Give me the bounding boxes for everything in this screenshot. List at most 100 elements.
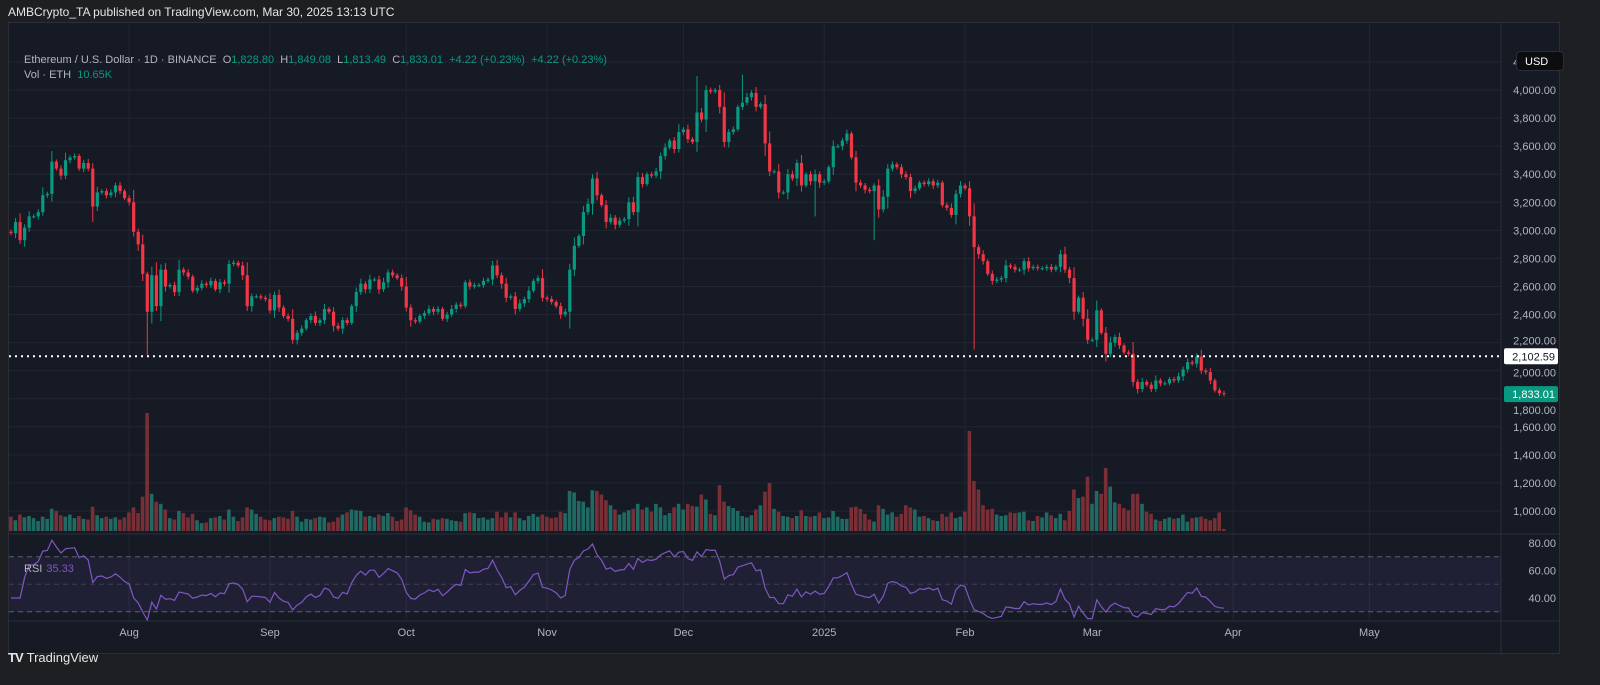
price-tick-label: 3,200.00 [1513,197,1556,209]
volume-bar [781,515,785,531]
candle-body [322,308,327,321]
candle-body [913,188,917,192]
tradingview-logo-icon: TV [8,650,24,665]
volume-bar [131,507,136,531]
candle-body [1090,339,1094,341]
candle-body [1117,337,1122,346]
candle-body [677,132,681,149]
candle-body [304,320,308,329]
candle-body [286,315,290,319]
volume-bar [867,519,872,531]
chart-panel[interactable]: 1,000.00 1,200.00 1,400.00 1,600.00 1,800.00… [8,22,1564,655]
candle-body [899,167,904,175]
candle-body [1131,353,1135,382]
volume-bar [1035,515,1040,531]
volume-bar [395,520,399,531]
candle-body [572,245,576,270]
candle-body [663,147,667,157]
candle-body [1063,254,1067,270]
volume-bar [122,517,127,531]
volume-bar [63,516,68,531]
candle-body [990,273,994,281]
volume-bar [585,507,590,531]
volume-bar [463,513,467,531]
volume-bar [903,505,908,531]
volume-bar [822,518,826,531]
volume-bar [908,507,913,531]
volume-bar [808,516,813,531]
volume-bar [499,517,504,531]
candle-body [618,220,622,225]
candle-body [281,307,286,316]
volume-bar [1062,520,1067,531]
rsi-tick-label: 60.00 [1528,566,1556,578]
volume-bar [1085,476,1090,531]
tradingview-footer[interactable]: TV TradingView [8,650,98,665]
candle-body [858,182,863,186]
rsi-tick-label: 40.00 [1528,593,1556,605]
volume-bar [922,515,926,531]
candle-body [463,282,467,307]
volume-bar [613,509,617,531]
volume-bar [672,507,676,531]
candle-body [622,219,626,221]
volume-bar [86,519,90,531]
rsi-value: 35.33 [46,563,74,575]
candle-body [1031,266,1035,269]
candle-body [854,157,858,183]
candle-body [277,294,281,308]
volume-bar [1031,520,1035,531]
candle-body [536,278,540,281]
volume-bar [658,507,663,531]
volume-bar [558,511,563,531]
volume-bar [417,516,422,531]
candle-body [1081,297,1085,319]
candle-body [1140,381,1144,389]
candle-body [686,129,690,140]
volume-bar [790,518,794,531]
candle-body [777,171,781,193]
candle-body [731,129,735,133]
candle-body [359,283,363,293]
volume-bar [49,508,54,531]
candle-body [1195,356,1199,364]
volume-bar [195,520,199,531]
candle-body [577,235,581,246]
candle-body [1045,266,1049,269]
volume-bar [472,513,476,531]
candle-body [1181,369,1185,377]
volume-bar [1053,518,1058,531]
volume-bar [563,513,567,531]
candle-body [386,272,390,283]
volume-bar [331,521,336,531]
volume-bar [794,515,799,531]
volume-bar [894,516,899,531]
candle-body [772,171,776,173]
candle-body [999,278,1003,280]
open-label: O [222,54,232,66]
volume-bar [1112,502,1117,531]
volume-bar [863,513,867,531]
volume-bar [804,515,808,531]
candle-body [50,161,54,194]
volume-bar [645,507,649,531]
volume-bar [1072,489,1076,531]
price-tick-label: 3,800.00 [1513,113,1556,125]
volume-bar [640,509,645,531]
candle-body [213,280,218,290]
high-value: 1,849.08 [288,54,331,66]
candle-body [813,174,817,182]
candle-body [1122,345,1126,353]
candle-body [486,279,490,281]
candlestick-chart[interactable]: 1,000.00 1,200.00 1,400.00 1,600.00 1,800.00… [9,23,1561,655]
candle-body [204,283,208,286]
volume-bar [604,500,608,531]
candle-body [768,143,772,172]
time-tick-label: Mar [1083,627,1102,639]
symbol-title[interactable]: Ethereum / U.S. Dollar · 1D · BINANCE [24,54,217,66]
candle-body [1008,265,1013,267]
candle-body [540,278,545,298]
currency-button[interactable]: USD [1516,51,1564,71]
volume-bar [1090,503,1094,531]
candle-body [690,139,695,142]
